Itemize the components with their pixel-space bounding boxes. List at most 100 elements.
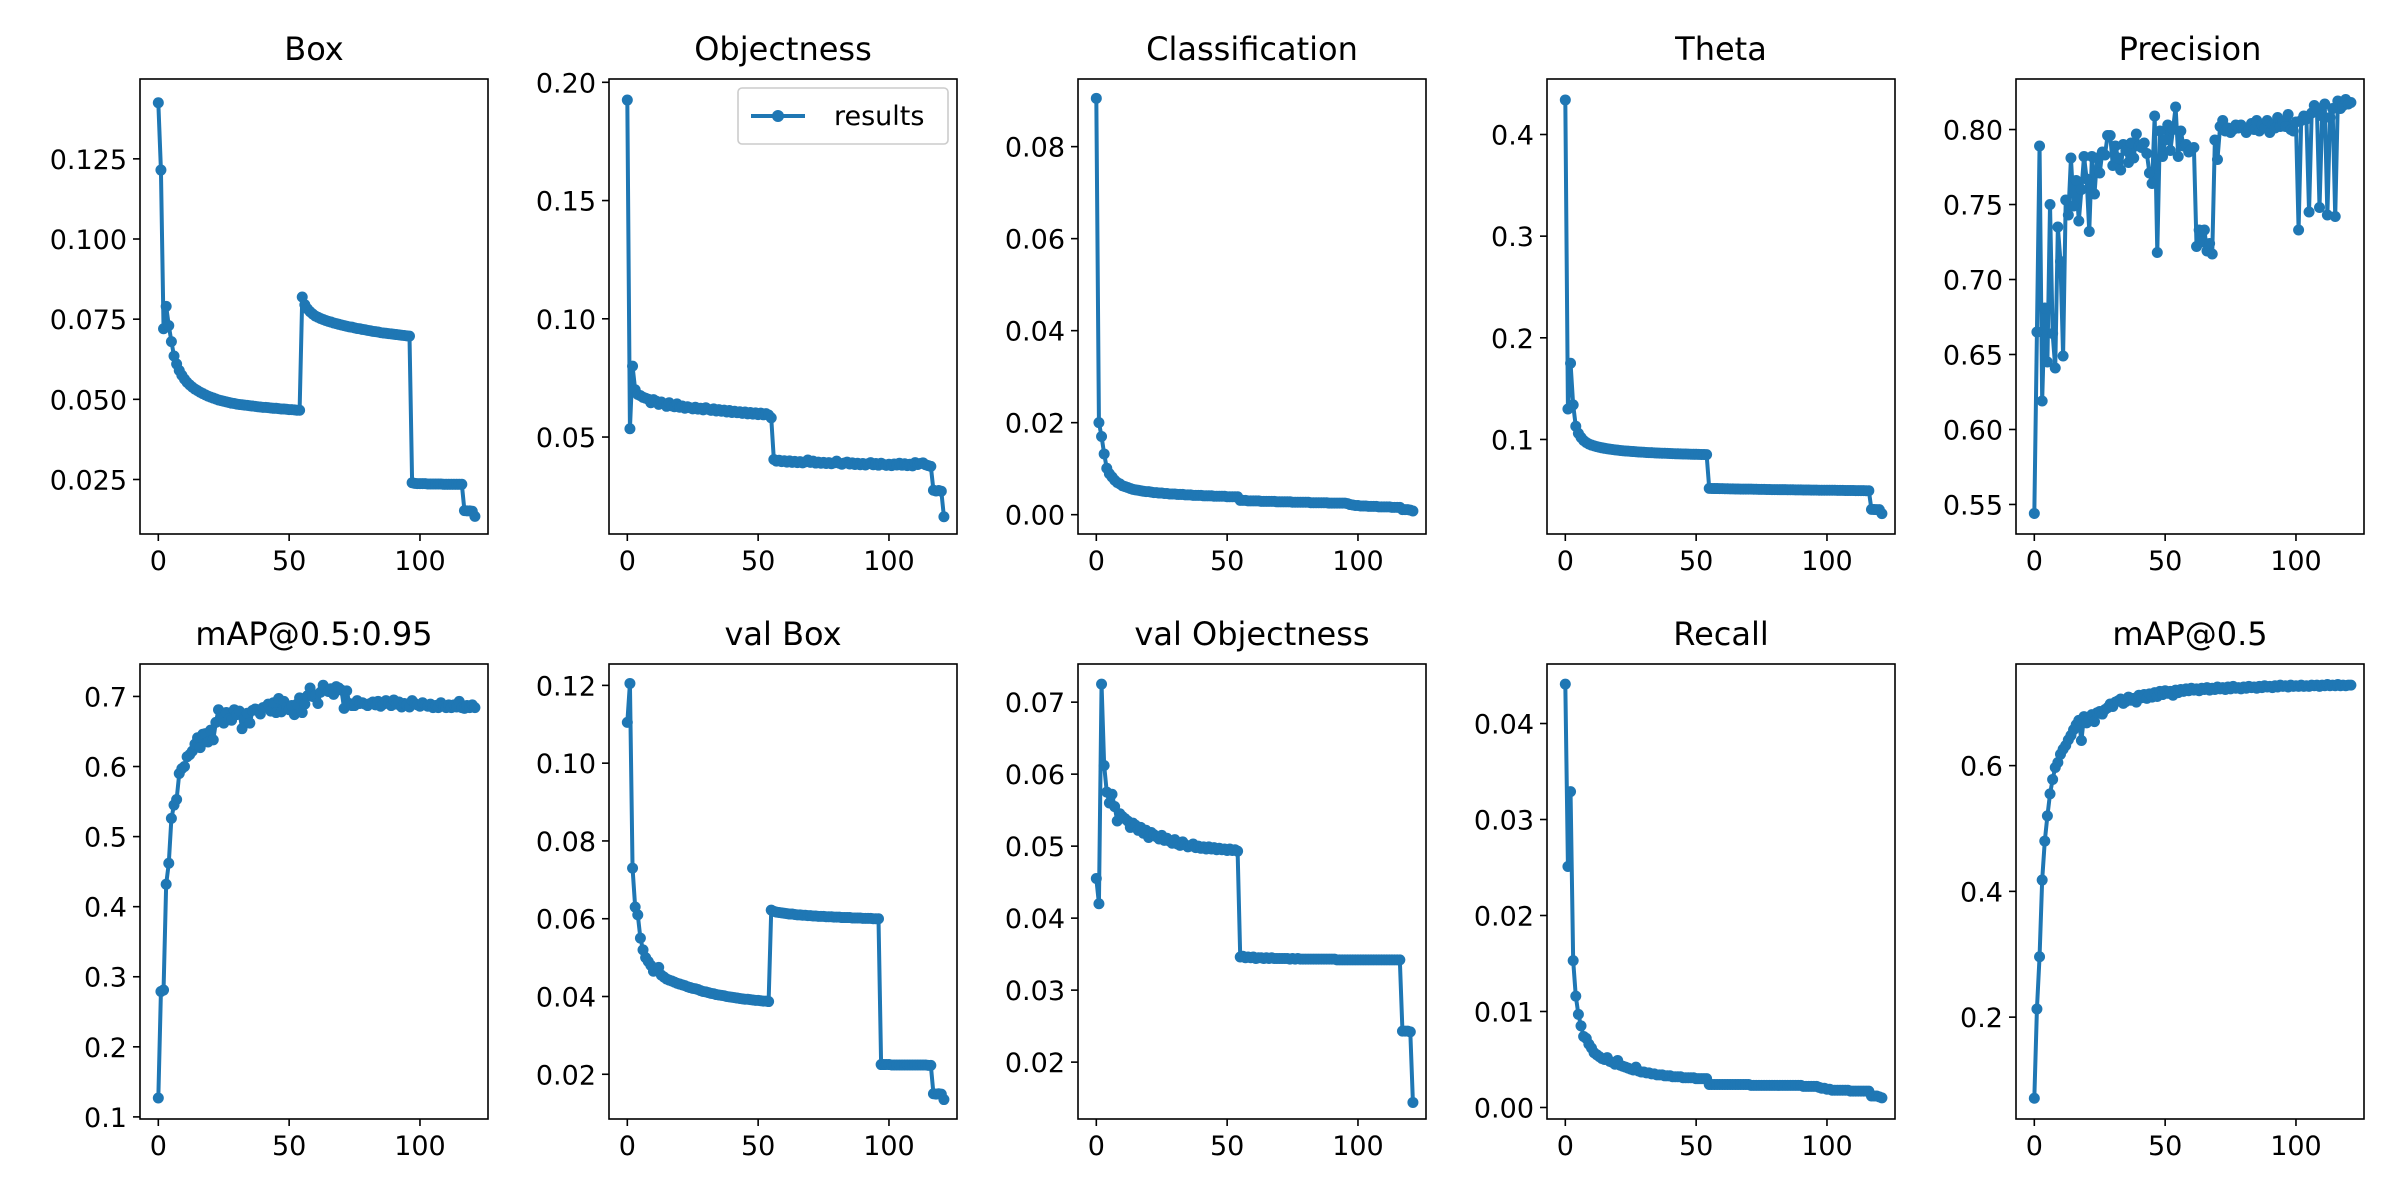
data-point [1098,448,1110,460]
y-tick-label: 0.60 [1943,415,2003,446]
data-point [2028,507,2040,519]
y-tick-label: 0.02 [536,1060,596,1091]
subplot-title: Theta [1674,30,1767,68]
data-point [160,878,172,890]
data-point [2036,395,2048,407]
data-point [2047,773,2059,785]
y-tick-label: 0.04 [1474,710,1534,741]
data-point [2062,209,2074,221]
data-point [2198,224,2210,236]
data-point [160,300,172,312]
data-point [163,320,175,332]
data-point [627,862,639,874]
x-tick-label: 0 [1088,546,1105,577]
data-point [2204,238,2216,250]
data-point [2172,151,2184,163]
data-point [2154,125,2166,137]
y-tick-label: 0.2 [1491,324,1534,355]
x-tick-label: 50 [1210,1131,1244,1162]
y-tick-label: 0.08 [1005,133,1065,164]
y-tick-label: 0.3 [1491,222,1534,253]
data-point [2073,215,2085,227]
series-line [2032,682,2351,1099]
data-point [2211,154,2223,166]
data-point [2068,200,2080,212]
series-line [1563,684,1883,1100]
data-point [2345,679,2357,691]
data-point [312,697,324,709]
data-point [2282,109,2294,121]
data-point [627,360,639,372]
y-tick-label: 0.00 [1005,501,1065,532]
data-point [2164,145,2176,157]
data-point [2041,356,2053,368]
x-tick-label: 50 [741,546,775,577]
y-tick-label: 0.55 [1943,490,2003,521]
data-point [634,932,646,944]
y-tick-label: 0.02 [1474,901,1534,932]
data-point [2065,152,2077,164]
data-point [1565,357,1577,369]
data-point [2141,148,2153,160]
x-tick-label: 0 [619,546,636,577]
subplot-title: Recall [1673,615,1768,653]
data-point [2034,140,2046,152]
data-point [2034,951,2046,963]
data-point [152,97,164,109]
data-point [1567,955,1579,967]
data-point [2188,142,2200,154]
x-tick-label: 0 [150,546,167,577]
axes-frame [2015,663,2365,1120]
y-tick-label: 0.075 [50,305,127,336]
data-point [299,698,311,710]
y-tick-label: 0.02 [1005,1048,1065,1079]
data-point [341,685,353,697]
data-point [1394,954,1406,966]
axes-frame [1546,78,1896,535]
data-point [1093,417,1105,429]
data-point [2041,810,2053,822]
data-point [2028,1092,2040,1104]
data-point [2159,134,2171,146]
y-tick-label: 0.100 [50,225,127,256]
x-tick-label: 0 [2026,546,2043,577]
legend: results [737,87,949,145]
data-point [2078,151,2090,163]
y-tick-label: 0.03 [1005,976,1065,1007]
subplot-title: Precision [2119,30,2262,68]
data-point [1407,1096,1419,1108]
x-tick-label: 0 [619,1131,636,1162]
series-line [625,100,946,517]
series-line [2032,97,2352,514]
data-point [763,996,775,1008]
data-point [2138,137,2150,149]
y-tick-label: 0.10 [536,749,596,780]
series-line [1094,98,1414,513]
data-point [1567,399,1579,411]
data-point [632,909,644,921]
y-tick-label: 0.6 [1960,752,2003,783]
data-point [938,1094,950,1106]
axes-frame [608,663,958,1120]
x-tick-label: 50 [1679,546,1713,577]
data-point [2287,125,2299,137]
data-point [1232,845,1244,857]
y-tick-label: 0.025 [50,465,127,496]
data-point [2044,199,2056,211]
data-point [2049,362,2061,374]
axes-frame [1077,78,1427,535]
data-point [2146,178,2158,190]
subplot-title: Objectness [694,30,872,68]
data-point [2314,202,2326,214]
data-point [2075,734,2087,746]
data-point [2039,302,2051,314]
data-point [207,734,219,746]
data-point [178,761,190,773]
data-point [765,412,777,424]
y-tick-label: 0.04 [1005,904,1065,935]
data-point [165,336,177,348]
data-point [624,677,636,689]
x-tick-label: 50 [272,546,306,577]
data-point [1572,1008,1584,1020]
data-point [2083,226,2095,238]
